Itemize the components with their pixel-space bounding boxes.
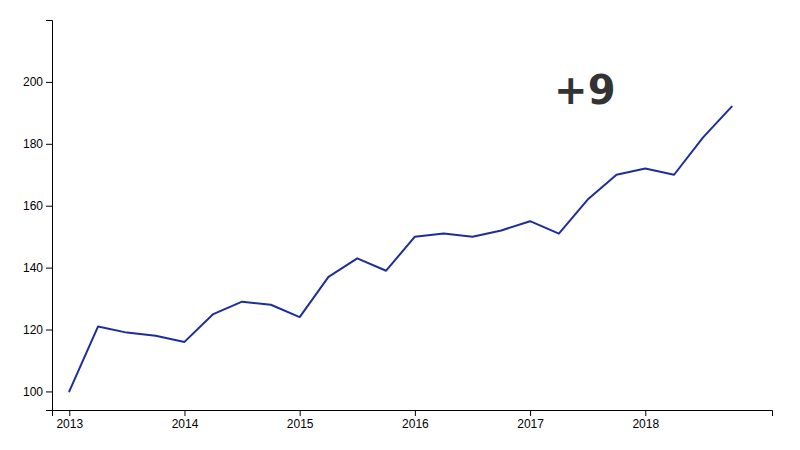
x-tick-mark xyxy=(645,410,646,416)
x-tick-label: 2013 xyxy=(56,417,83,431)
y-tick-label: 100 xyxy=(23,385,43,399)
y-tick-label: 160 xyxy=(23,199,43,213)
x-tick-label: 2018 xyxy=(632,417,659,431)
x-tick-label: 2014 xyxy=(172,417,199,431)
y-tick-mark xyxy=(46,206,52,207)
y-axis-line xyxy=(46,21,53,411)
y-tick: 160 xyxy=(23,199,52,213)
y-tick-mark xyxy=(46,391,52,392)
x-tick: 2014 xyxy=(172,410,199,431)
x-axis-line xyxy=(53,411,773,417)
x-tick-mark xyxy=(415,410,416,416)
x-tick-mark xyxy=(300,410,301,416)
y-axis: 100 120 140 160 180 200 xyxy=(23,21,53,411)
chart-svg: 2013 2014 2015 2016 2017 2018 100 120 140 160 180 2… xyxy=(0,0,800,450)
x-tick: 2016 xyxy=(402,410,429,431)
y-tick-mark xyxy=(46,268,52,269)
y-tick-label: 200 xyxy=(23,75,43,89)
x-tick-mark xyxy=(184,410,185,416)
x-tick: 2015 xyxy=(287,410,314,431)
x-tick: 2018 xyxy=(632,410,659,431)
y-tick: 200 xyxy=(23,75,52,89)
y-tick-mark xyxy=(46,144,52,145)
x-axis: 2013 2014 2015 2016 2017 2018 xyxy=(53,410,773,431)
series-line xyxy=(69,107,731,392)
y-tick-label: 140 xyxy=(23,261,43,275)
x-tick-label: 2016 xyxy=(402,417,429,431)
y-tick-label: 180 xyxy=(23,137,43,151)
y-tick: 180 xyxy=(23,137,52,151)
x-tick-label: 2017 xyxy=(517,417,544,431)
y-tick-mark xyxy=(46,330,52,331)
annotation: +9 xyxy=(554,67,615,113)
y-tick: 120 xyxy=(23,323,52,337)
chart-container: 2013 2014 2015 2016 2017 2018 100 120 140 160 180 2… xyxy=(0,0,800,450)
plot-area: 2013 2014 2015 2016 2017 2018 100 120 140 160 180 2… xyxy=(23,21,773,431)
y-tick: 140 xyxy=(23,261,52,275)
y-tick-mark xyxy=(46,82,52,83)
y-tick: 100 xyxy=(23,385,52,399)
x-tick-mark xyxy=(530,410,531,416)
x-tick-mark xyxy=(69,410,70,416)
marks xyxy=(69,107,731,392)
x-tick-label: 2015 xyxy=(287,417,314,431)
y-tick-label: 120 xyxy=(23,323,43,337)
x-tick: 2013 xyxy=(56,410,83,431)
x-tick: 2017 xyxy=(517,410,544,431)
